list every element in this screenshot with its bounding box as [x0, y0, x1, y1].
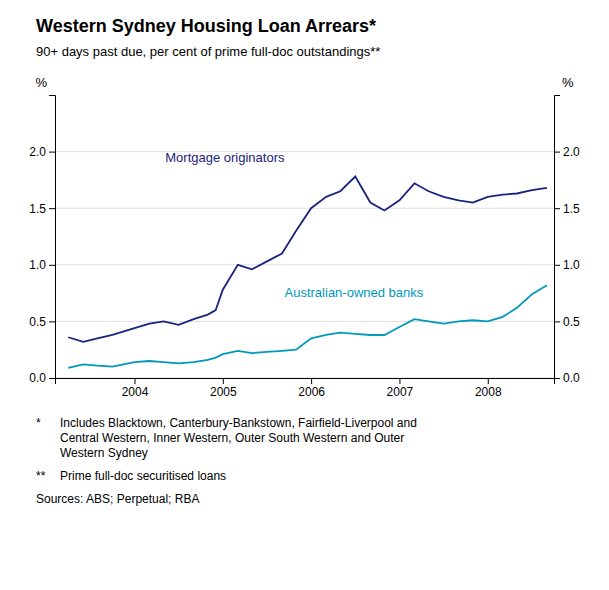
- tick-label: 0.5: [563, 315, 580, 329]
- tick-mark: [311, 378, 312, 384]
- axis-line: [56, 379, 555, 385]
- footnote-text: Prime full-doc securitised loans: [60, 469, 226, 483]
- grid-line: [55, 264, 554, 265]
- tick: 2.0: [554, 145, 580, 159]
- y-axis-label: %: [35, 75, 47, 90]
- tick-label: 0.0: [29, 371, 46, 385]
- footnote-mark: *: [36, 416, 41, 430]
- tick: 2004: [122, 378, 149, 399]
- footnote-text: Includes Blacktown, Canterbury-Bankstown…: [60, 416, 417, 460]
- tick: 2008: [475, 378, 502, 399]
- tick-label: 1.5: [563, 202, 580, 216]
- y-axis: 0.0 0.5 1.0 1.5 2.0: [29, 96, 55, 386]
- series-label: Mortgage originators: [165, 150, 285, 165]
- x-axis: 2004 2005 2006 2007 2008: [56, 378, 555, 399]
- tick-mark: [488, 378, 489, 384]
- grid-line: [55, 151, 554, 152]
- tick-label: 2.0: [563, 145, 580, 159]
- tick-mark: [49, 321, 55, 322]
- tick-label: 2007: [387, 385, 414, 399]
- tick: 1.0: [29, 258, 55, 272]
- tick-mark: [554, 208, 560, 209]
- y2-axis-label: %: [562, 75, 574, 90]
- footnote-line: Central Western, Inner Western, Outer So…: [60, 431, 404, 445]
- tick: 0.0: [554, 371, 580, 385]
- series-label: Australian-owned banks: [285, 285, 424, 300]
- tick: 1.0: [554, 258, 580, 272]
- tick-label: 2005: [210, 385, 237, 399]
- tick: 1.5: [29, 202, 55, 216]
- tick-mark: [554, 378, 560, 379]
- source: Sources: ABS; Perpetual; RBA: [36, 492, 199, 506]
- tick: 0.5: [29, 315, 55, 329]
- axis-line: [555, 96, 561, 379]
- tick-mark: [399, 378, 400, 384]
- tick-label: 1.0: [563, 258, 580, 272]
- tick-label: 2008: [475, 385, 502, 399]
- tick-label: 2006: [298, 385, 325, 399]
- tick: 2006: [298, 378, 325, 399]
- axis-line: [49, 96, 56, 379]
- footnote-line: Western Sydney: [60, 446, 148, 460]
- grid: [55, 152, 554, 378]
- plot-area: [68, 177, 547, 368]
- tick-label: 2.0: [29, 145, 46, 159]
- tick: 1.5: [554, 202, 580, 216]
- footnote-mark: **: [36, 469, 46, 483]
- tick-mark: [554, 152, 560, 153]
- tick-mark: [49, 208, 55, 209]
- tick: 2007: [387, 378, 414, 399]
- tick-label: 2004: [122, 385, 149, 399]
- tick-mark: [554, 265, 560, 266]
- tick-mark: [49, 265, 55, 266]
- tick-mark: [554, 321, 560, 322]
- tick-label: 0.0: [563, 371, 580, 385]
- subtitle: 90+ days past due, per cent of prime ful…: [36, 44, 380, 59]
- tick: 2005: [210, 378, 237, 399]
- y2-axis: 0.0 0.5 1.0 1.5 2.0: [554, 96, 580, 386]
- line: [68, 285, 547, 368]
- grid-line: [55, 208, 554, 209]
- tick-mark: [49, 152, 55, 153]
- footnote-line: Prime full-doc securitised loans: [60, 469, 226, 483]
- chart: Western Sydney Housing Loan Arrears* 90+ …: [0, 0, 609, 590]
- line: [68, 177, 547, 342]
- tick-mark: [49, 378, 55, 379]
- tick-mark: [134, 378, 135, 384]
- tick-label: 0.5: [29, 315, 46, 329]
- tick: 0.5: [554, 315, 580, 329]
- tick-mark: [223, 378, 224, 384]
- tick: 0.0: [29, 371, 55, 385]
- tick-label: 1.5: [29, 202, 46, 216]
- footnote-line: Includes Blacktown, Canterbury-Bankstown…: [60, 416, 417, 430]
- tick: 2.0: [29, 145, 55, 159]
- tick-label: 1.0: [29, 258, 46, 272]
- title: Western Sydney Housing Loan Arrears*: [36, 16, 376, 36]
